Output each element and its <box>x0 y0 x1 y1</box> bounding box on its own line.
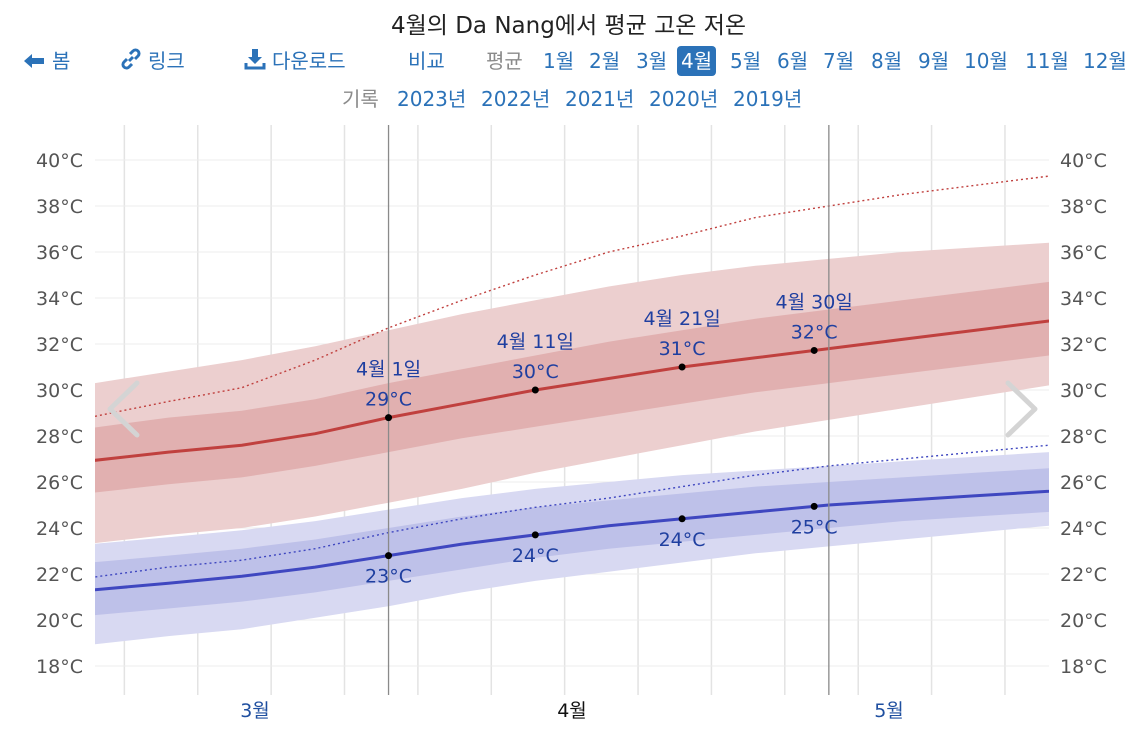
y-tick-label-right: 28°C <box>1060 426 1107 448</box>
low-value-label: 24°C <box>659 529 706 551</box>
high-value-label: 31°C <box>659 338 706 360</box>
low-band-25-75 <box>95 468 1049 616</box>
nav-bar: 봄 링크 다운로드 비교 평균 1월 2월 3월 4월 5월 6월 7월 8월 9월 10월 11월… <box>0 46 1137 78</box>
home-link[interactable]: 봄 <box>22 46 70 78</box>
month-link-11[interactable]: 11월 <box>1025 49 1069 73</box>
year-link-2021[interactable]: 2021년 <box>565 87 635 111</box>
month-link-9[interactable]: 9월 <box>918 49 950 73</box>
month-link-3[interactable]: 3월 <box>636 49 668 73</box>
link-label: 링크 <box>148 49 185 73</box>
download-icon <box>244 48 266 78</box>
y-tick-label-left: 38°C <box>36 196 83 218</box>
y-tick-label-left: 34°C <box>36 288 83 310</box>
low-point-marker[interactable] <box>810 502 818 510</box>
home-label: 봄 <box>52 49 71 73</box>
low-record-line <box>95 444 1049 578</box>
high-value-label: 29°C <box>365 389 412 411</box>
arrow-left-icon <box>22 48 46 78</box>
month-link-10[interactable]: 10월 <box>964 49 1008 73</box>
month-link-1[interactable]: 1월 <box>543 49 575 73</box>
y-tick-label-right: 22°C <box>1060 564 1107 586</box>
download-button[interactable]: 다운로드 <box>244 46 346 78</box>
y-tick-label-left: 18°C <box>36 656 83 678</box>
date-label: 4월 30일 <box>776 291 853 313</box>
y-tick-label-right: 18°C <box>1060 656 1107 678</box>
history-label: 기록 <box>342 87 379 111</box>
month-link-7[interactable]: 7월 <box>823 49 855 73</box>
high-record-line <box>95 175 1049 417</box>
low-value-label: 23°C <box>365 566 412 588</box>
low-value-label: 24°C <box>512 545 559 567</box>
date-label: 4월 21일 <box>643 308 720 330</box>
y-tick-label-right: 38°C <box>1060 196 1107 218</box>
avg-low-line <box>95 489 1049 592</box>
y-tick-label-left: 28°C <box>36 426 83 448</box>
link-button[interactable]: 링크 <box>120 46 185 78</box>
month-link-2[interactable]: 2월 <box>589 49 621 73</box>
avg-high-line <box>95 319 1049 462</box>
high-band-25-75 <box>95 281 1049 493</box>
year-link-2019[interactable]: 2019년 <box>733 87 803 111</box>
low-point-marker[interactable] <box>678 515 686 523</box>
high-point-marker[interactable] <box>810 346 818 354</box>
y-tick-label-right: 20°C <box>1060 610 1107 632</box>
high-point-marker[interactable] <box>385 414 393 422</box>
download-label: 다운로드 <box>272 49 346 73</box>
low-point-marker[interactable] <box>531 531 539 539</box>
month-link-5[interactable]: 5월 <box>730 49 762 73</box>
month-link-6[interactable]: 6월 <box>777 49 809 73</box>
high-value-label: 32°C <box>791 321 838 343</box>
y-tick-label-left: 22°C <box>36 564 83 586</box>
year-links: 2023년 2022년 2021년 2020년 2019년 <box>0 84 1137 112</box>
y-tick-label-right: 32°C <box>1060 334 1107 356</box>
y-tick-label-left: 30°C <box>36 380 83 402</box>
high-point-marker[interactable] <box>678 363 686 371</box>
month-link-4[interactable]: 4월 <box>677 46 717 76</box>
y-tick-label-right: 40°C <box>1060 150 1107 172</box>
y-tick-label-left: 40°C <box>36 150 83 172</box>
month-label: 5월 <box>874 700 904 722</box>
month-label: 4월 <box>557 700 587 722</box>
year-link-2022[interactable]: 2022년 <box>481 87 551 111</box>
history-row: 기록 2023년 2022년 2021년 2020년 2019년 <box>0 84 1137 112</box>
y-tick-label-left: 24°C <box>36 518 83 540</box>
y-tick-label-right: 30°C <box>1060 380 1107 402</box>
high-point-marker[interactable] <box>531 386 539 394</box>
link-icon <box>120 47 142 78</box>
month-label: 3월 <box>240 700 270 722</box>
page-title: 4월의 Da Nang에서 평균 고온 저온 <box>390 13 747 39</box>
date-label: 4월 1일 <box>356 359 421 381</box>
y-tick-label-left: 32°C <box>36 334 83 356</box>
y-tick-label-right: 24°C <box>1060 518 1107 540</box>
plot-area <box>95 175 1049 645</box>
year-link-2023[interactable]: 2023년 <box>397 87 467 111</box>
low-value-label: 25°C <box>791 516 838 538</box>
y-tick-label-left: 26°C <box>36 472 83 494</box>
y-tick-label-right: 26°C <box>1060 472 1107 494</box>
date-label: 4월 11일 <box>497 331 574 353</box>
y-tick-label-right: 36°C <box>1060 242 1107 264</box>
high-value-label: 30°C <box>512 361 559 383</box>
y-tick-label-left: 20°C <box>36 610 83 632</box>
month-link-12[interactable]: 12월 <box>1083 49 1127 73</box>
chevron-left-icon[interactable] <box>107 380 140 438</box>
chevron-right-icon[interactable] <box>1005 380 1038 438</box>
y-tick-label-right: 34°C <box>1060 288 1107 310</box>
month-link-8[interactable]: 8월 <box>871 49 903 73</box>
year-link-2020[interactable]: 2020년 <box>649 87 719 111</box>
average-label: 평균 <box>486 49 523 73</box>
y-tick-label-left: 36°C <box>36 242 83 264</box>
low-point-marker[interactable] <box>385 552 393 560</box>
month-links: 1월 2월 3월 4월 5월 6월 7월 8월 9월 10월 11월 12월 <box>0 46 1137 78</box>
compare-link[interactable]: 비교 <box>408 49 445 73</box>
temperature-chart: 18°C 18°C 20°C 20°C 22°C 22°C 24°C 24°C 26°C 26°C… <box>36 125 1107 722</box>
